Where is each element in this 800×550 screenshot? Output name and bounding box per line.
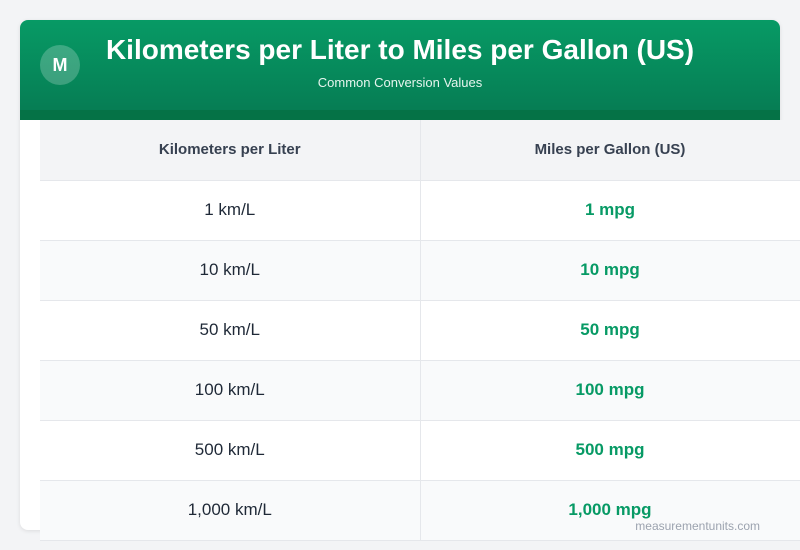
page-subtitle: Common Conversion Values bbox=[317, 75, 483, 90]
km-cell: 1 km/L bbox=[40, 180, 421, 241]
mpg-cell: 500 mpg bbox=[420, 420, 800, 481]
footer-credit: measurementunits.com bbox=[635, 519, 760, 533]
table-row: 10 km/L 10 mpg bbox=[40, 240, 800, 301]
km-cell: 10 km/L bbox=[40, 240, 421, 301]
table-row: 1 km/L 1 mpg bbox=[40, 180, 800, 241]
mpg-cell: 10 mpg bbox=[420, 240, 800, 301]
mpg-cell: 1,000 mpg bbox=[420, 480, 800, 541]
table-row: 500 km/L 500 mpg bbox=[40, 420, 800, 481]
mpg-cell: 1 mpg bbox=[420, 180, 800, 241]
table-header-row: Kilometers per Liter Miles per Gallon (U… bbox=[40, 120, 800, 181]
conversion-table: Kilometers per Liter Miles per Gallon (U… bbox=[40, 120, 800, 541]
km-cell: 500 km/L bbox=[40, 420, 421, 481]
table-row: 100 km/L 100 mpg bbox=[40, 360, 800, 421]
mpg-cell: 100 mpg bbox=[420, 360, 800, 421]
table-row: 1,000 km/L 1,000 mpg bbox=[40, 480, 800, 541]
header-strip bbox=[20, 110, 780, 120]
km-cell: 50 km/L bbox=[40, 300, 421, 361]
table-row: 50 km/L 50 mpg bbox=[40, 300, 800, 361]
km-cell: 1,000 km/L bbox=[40, 480, 421, 541]
page-title: Kilometers per Liter to Miles per Gallon… bbox=[105, 34, 695, 65]
mpg-cell: 50 mpg bbox=[420, 300, 800, 361]
header-banner: M Kilometers per Liter to Miles per Gall… bbox=[20, 20, 780, 120]
column-header-mpg: Miles per Gallon (US) bbox=[420, 120, 800, 181]
km-cell: 100 km/L bbox=[40, 360, 421, 421]
logo-icon: M bbox=[40, 45, 80, 85]
column-header-km: Kilometers per Liter bbox=[40, 120, 421, 181]
